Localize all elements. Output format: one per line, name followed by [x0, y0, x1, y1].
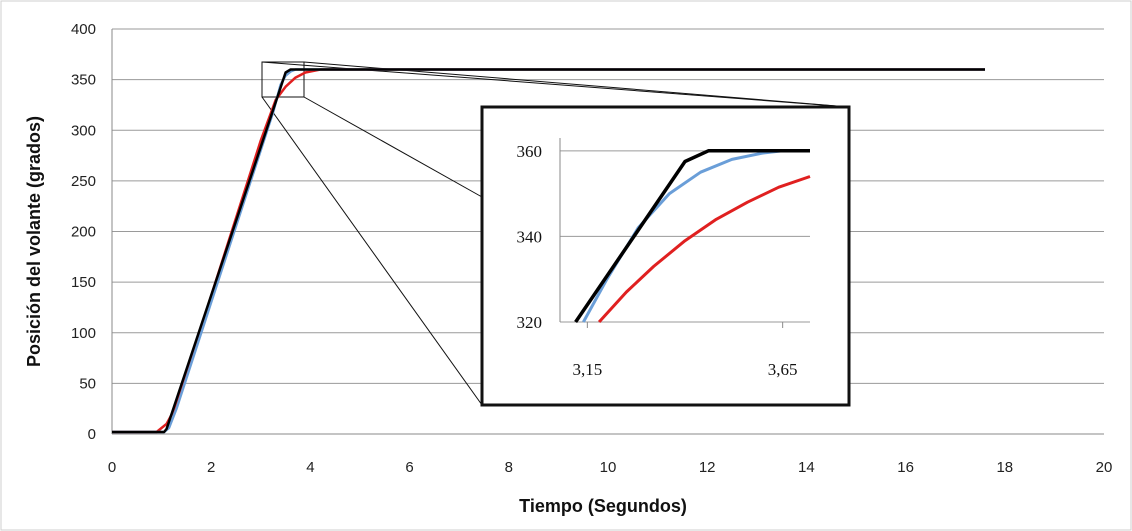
series-line-0: [112, 68, 985, 434]
inset-y-tick-label: 320: [517, 313, 543, 332]
series-line-2: [112, 68, 985, 434]
y-tick-label: 200: [71, 224, 96, 241]
x-tick-label: 10: [600, 459, 617, 476]
zoom-connector: [261, 96, 483, 406]
zoom-inset: 320 340 360 3,15 3,65: [480, 105, 851, 407]
y-tick-label: 0: [88, 426, 96, 443]
y-tick-label: 300: [71, 122, 96, 139]
x-tick-label: 8: [505, 459, 513, 476]
x-tick-label: 12: [699, 459, 716, 476]
zoom-box: [261, 61, 305, 98]
y-tick-label: 150: [71, 274, 96, 291]
tick-labels: 0 50 100 150 200 250 300 350 400 0 2 4 6 8 10 12 14 16 18 2…: [71, 21, 1112, 476]
x-tick-label: 0: [108, 459, 116, 476]
y-axis-title: Posición del volante (grados): [24, 116, 44, 367]
inset-y-tick-label: 360: [517, 142, 543, 161]
y-tick-label: 100: [71, 325, 96, 342]
y-tick-label: 350: [71, 72, 96, 89]
series-lines: [112, 68, 985, 434]
zoom-connector: [303, 96, 483, 198]
x-tick-label: 20: [1096, 459, 1113, 476]
grid: [111, 28, 1104, 435]
x-tick-label: 14: [798, 459, 815, 476]
y-tick-label: 250: [71, 173, 96, 190]
x-tick-label: 18: [996, 459, 1013, 476]
x-tick-label: 4: [306, 459, 314, 476]
x-tick-label: 2: [207, 459, 215, 476]
x-tick-label: 6: [405, 459, 413, 476]
x-axis-title: Tiempo (Segundos): [519, 496, 687, 516]
inset-series-line-0: [574, 149, 810, 323]
inset-x-tick-label: 3,65: [768, 360, 798, 379]
y-tick-label: 50: [79, 375, 96, 392]
y-tick-label: 400: [71, 21, 96, 38]
inset-series-line-2: [597, 175, 811, 324]
inset-y-tick-label: 340: [517, 227, 543, 246]
x-tick-label: 16: [897, 459, 914, 476]
inset-x-tick-label: 3,15: [572, 360, 602, 379]
